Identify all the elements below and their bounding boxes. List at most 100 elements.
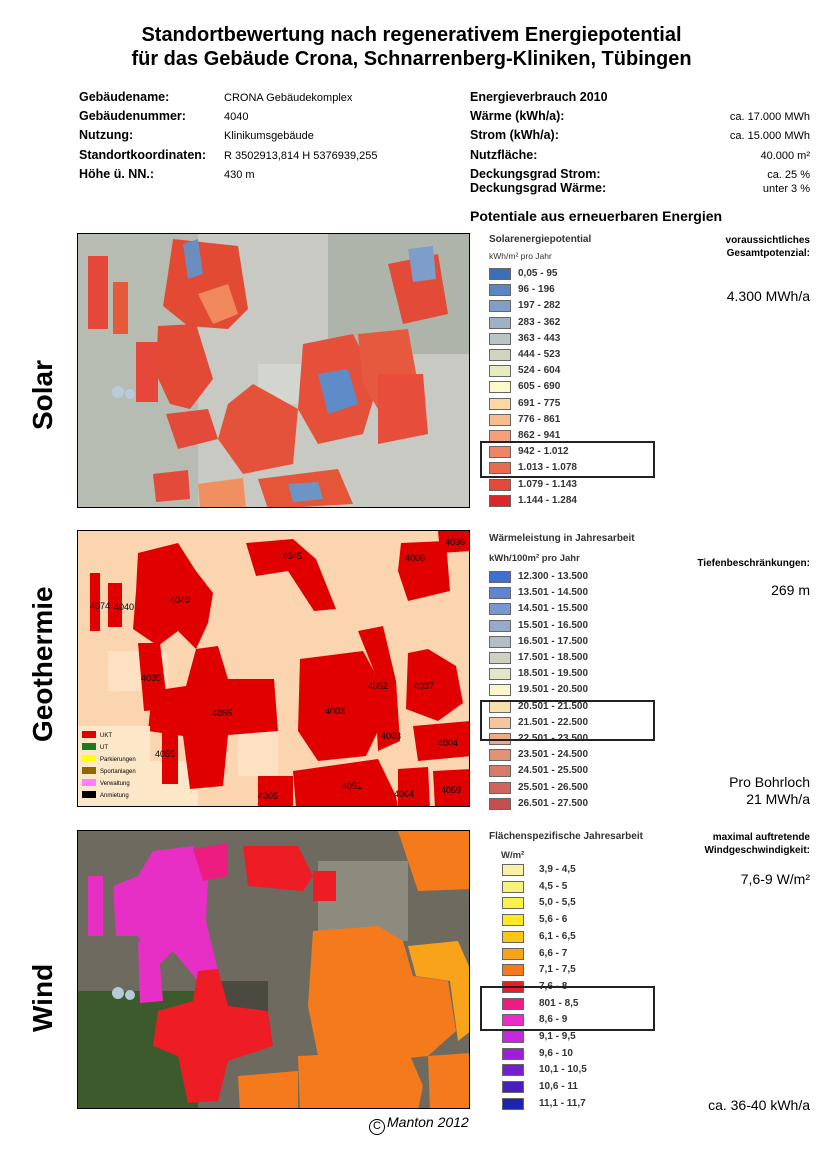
energy-heat-value: ca. 17.000 MWh	[729, 111, 810, 123]
wind-legend-label: 10,6 - 11	[539, 1081, 578, 1093]
geo-legend-label: 18.501 - 19.500	[518, 668, 589, 680]
geo-depth-value: 269 m	[771, 582, 810, 598]
solar-legend-swatch	[489, 397, 511, 410]
geo-legend-swatch	[489, 716, 511, 729]
geo-map-label-4064: 4064	[394, 789, 414, 799]
wind-side-label: Wind	[27, 963, 58, 1032]
geo-map-label-4006: 4006	[405, 553, 425, 563]
solar-legend-label: 363 - 443	[518, 332, 561, 344]
wind-legend-label: 7,1 - 7,5	[539, 964, 576, 976]
building-number-row: Gebäudenummer:	[79, 109, 186, 124]
geo-legend-label: 13.501 - 14.500	[518, 587, 589, 599]
geo-map-label-4059: 4059	[441, 785, 461, 795]
potentials-heading: Potentiale aus erneuerbaren Energien	[470, 208, 723, 224]
wind-legend-swatch	[502, 1064, 524, 1077]
solar-legend-swatch	[489, 462, 511, 475]
geo-map-legend-swatch	[82, 791, 96, 798]
energy-area-value: 40.000 m²	[760, 150, 810, 162]
geo-map-legend-label: Anmietung	[100, 793, 129, 799]
geo-map-label-4045: 4045	[282, 551, 302, 561]
building-name-label: Gebäudename:	[79, 90, 170, 104]
geo-legend-label: 12.300 - 13.500	[518, 571, 589, 582]
geo-legend-unit: kWh/100m² pro Jahr	[489, 553, 580, 564]
geo-legend-label: 15.501 - 16.500	[518, 619, 589, 631]
solar-legend-label: 197 - 282	[518, 300, 561, 312]
geo-map-legend-label: Parkierungen	[100, 757, 136, 763]
solar-highlight-box	[480, 441, 655, 478]
geo-legend-swatch	[489, 749, 511, 762]
geo-map-legend-label: Verwaltung	[100, 781, 130, 787]
wind-legend-label: 11,1 - 11,7	[539, 1097, 586, 1109]
solar-legend-label: 1.144 - 1.284	[518, 494, 577, 506]
energy-power-label: Strom (kWh/a):	[470, 128, 559, 142]
geo-legend-swatch	[489, 619, 511, 632]
copyright-icon: C	[369, 1119, 385, 1135]
wind-legend-label: 5,0 - 5,5	[539, 897, 576, 909]
geo-legend-swatch	[489, 668, 511, 681]
building-number-value: 4040	[224, 111, 249, 123]
geo-map-label-4036: 4036	[445, 537, 465, 547]
wind-legend-label: 10,1 - 10,5	[539, 1064, 587, 1076]
geo-legend-swatch	[489, 781, 511, 794]
solar-legend-swatch	[489, 332, 511, 345]
geo-map: 4074 4040 4040 4045 4006 4036 4035 4055 …	[77, 530, 470, 807]
solar-legend-swatch	[489, 300, 511, 313]
geo-map-legend-swatch	[82, 767, 96, 774]
coverage-power-value: ca. 25 %	[767, 169, 810, 181]
solar-legend-label: 776 - 861	[518, 413, 561, 425]
geo-side-label: Geothermie	[27, 586, 58, 742]
wind-right-label-1: maximal auftretende	[712, 832, 810, 843]
geo-legend-swatch	[489, 603, 511, 616]
geo-map-legend-label: Sportanlagen	[100, 769, 136, 775]
wind-legend-label: 3,9 - 4,5	[539, 864, 576, 875]
solar-legend-swatch	[489, 413, 511, 426]
wind-legend-label: 8,6 - 9	[539, 1014, 568, 1026]
wind-legend-swatch	[502, 880, 524, 893]
geo-map-label-4052: 4052	[368, 681, 388, 691]
geo-map-label-4055b: 4055	[155, 749, 175, 759]
solar-legend-swatch	[489, 381, 511, 394]
solar-legend-title: Solarenergiepotential	[489, 234, 592, 245]
building-coords-value: R 3502913,814 H 5376939,255	[224, 150, 378, 162]
geo-legend-swatch	[489, 797, 511, 810]
building-number-label: Gebäudenummer:	[79, 109, 186, 123]
wind-legend-label: 4,5 - 5	[539, 880, 568, 892]
geo-per-borehole-value: 21 MWh/a	[746, 791, 810, 807]
geo-map-label-4003: 4003	[325, 706, 345, 716]
geo-map-label-4074: 4074	[90, 601, 110, 611]
wind-legend-swatch	[502, 914, 524, 927]
geo-map-legend: UKT UT Parkierungen Sportanlagen Verwaltung A…	[78, 726, 150, 806]
coverage-heat-label: Deckungsgrad Wärme:	[470, 181, 607, 195]
building-use-row: Nutzung:	[79, 128, 133, 143]
geo-legend-label: 16.501 - 17.500	[518, 635, 589, 647]
solar-side-label: Solar	[27, 359, 58, 430]
wind-legend-swatch	[502, 930, 524, 943]
wind-legend-swatch	[502, 1014, 524, 1027]
geo-legend-label: 23.501 - 24.500	[518, 749, 589, 761]
solar-legend-swatch	[489, 349, 511, 361]
geo-legend-title: Wärmeleistung in Jahresarbeit	[489, 533, 635, 544]
wind-legend-swatch	[502, 947, 524, 960]
wind-legend-swatch	[502, 1097, 524, 1110]
solar-legend-label: 1.013 - 1.078	[518, 462, 577, 474]
geo-per-borehole-label: Pro Bohrloch	[729, 774, 810, 790]
geo-legend-label: 26.501 - 27.500	[518, 797, 589, 809]
copyright-credit: C Manton 2012	[369, 1114, 469, 1135]
solar-total-potential: 4.300 MWh/a	[726, 288, 810, 304]
building-coords-row: Standortkoordinaten:	[79, 148, 206, 163]
energy-area-label: Nutzfläche:	[470, 148, 538, 162]
solar-legend-label: 605 - 690	[518, 381, 561, 393]
solar-legend-swatch	[489, 316, 511, 329]
geo-map-label-4003b: 4003	[381, 731, 401, 741]
geo-map-legend-swatch	[82, 731, 96, 738]
geo-map-legend-swatch	[82, 755, 96, 762]
geo-map-label-4051: 4051	[342, 781, 362, 791]
solar-legend-swatch	[489, 284, 511, 297]
wind-legend-label: 801 - 8,5	[539, 997, 579, 1009]
geo-legend-swatch	[489, 571, 511, 583]
geo-map-legend-label: UT	[100, 745, 108, 751]
geo-map-legend-label: UKT	[100, 733, 112, 739]
geo-legend-label: 24.501 - 25.500	[518, 765, 589, 777]
energy-heat-label: Wärme (kWh/a):	[470, 109, 565, 123]
solar-right-label: voraussichtliches Gesamtpotenzial:	[726, 234, 810, 260]
